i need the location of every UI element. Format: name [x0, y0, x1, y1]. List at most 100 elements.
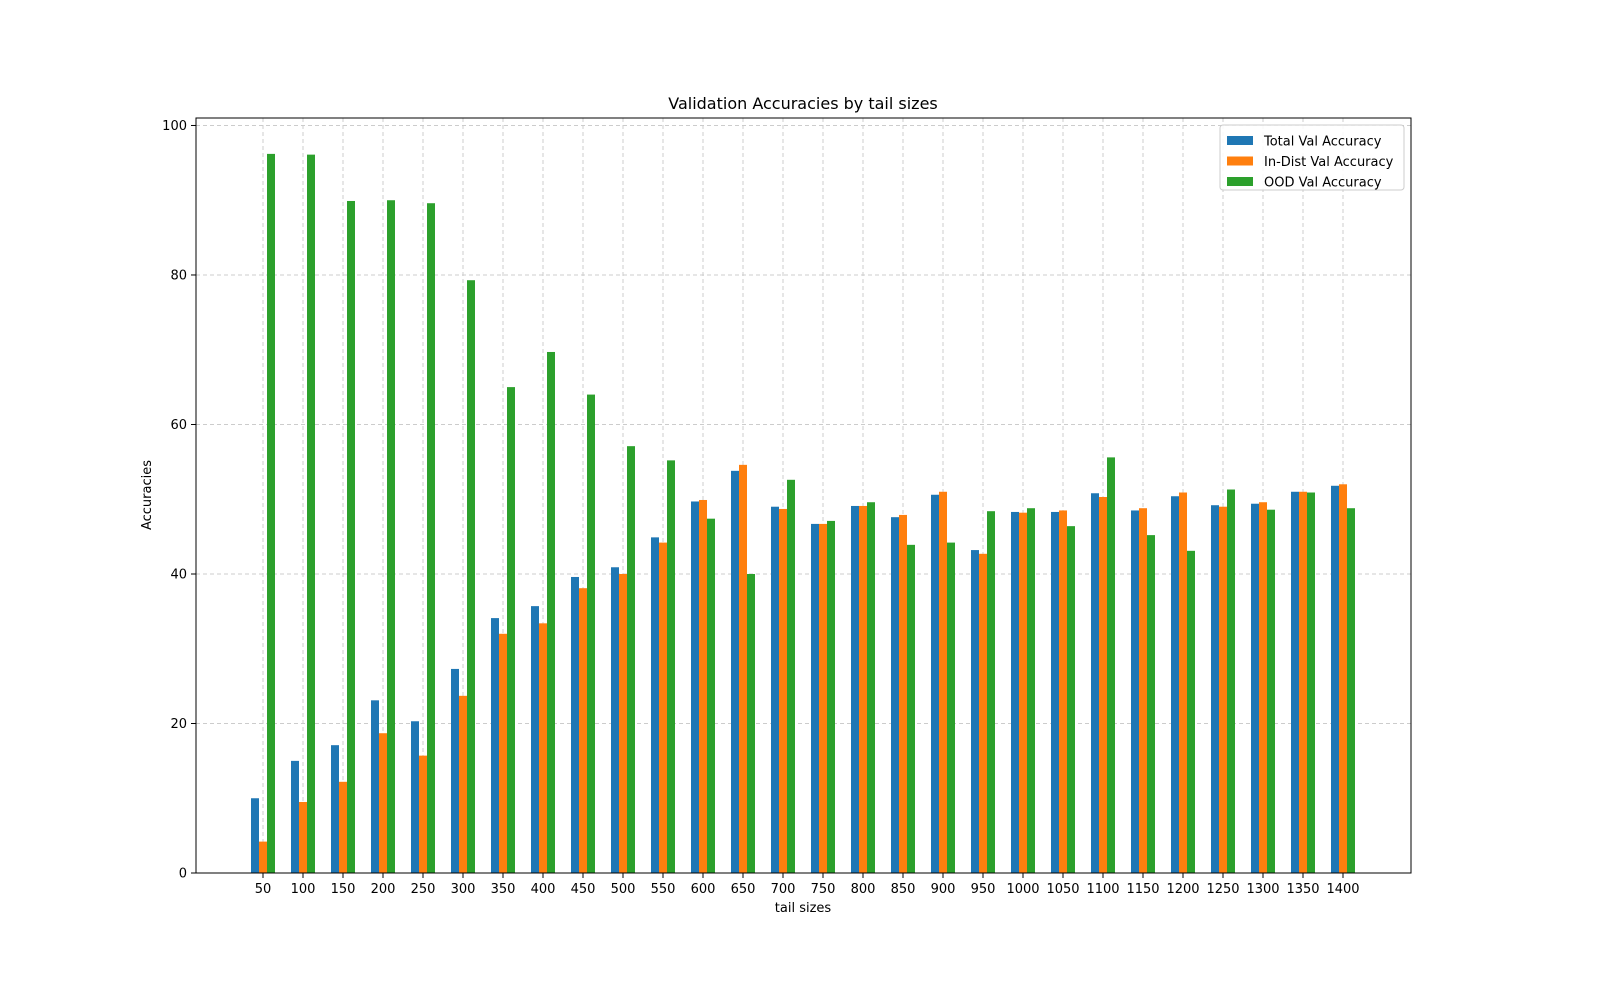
legend-label: In-Dist Val Accuracy: [1264, 155, 1394, 170]
x-tick-label: 1100: [1086, 882, 1119, 897]
x-tick-label: 650: [731, 882, 756, 897]
legend-swatch: [1227, 177, 1253, 186]
bar-in-dist-val-accuracy-200: [379, 733, 387, 873]
bar-total-val-accuracy-1050: [1051, 511, 1059, 873]
legend-label: Total Val Accuracy: [1263, 135, 1382, 150]
x-tick-label: 1200: [1166, 882, 1199, 897]
bar-total-val-accuracy-100: [291, 760, 299, 873]
bar-ood-val-accuracy-1300: [1267, 509, 1275, 873]
bar-ood-val-accuracy-700: [787, 479, 795, 873]
bar-ood-val-accuracy-800: [867, 502, 875, 873]
y-tick-label: 20: [170, 717, 187, 732]
bar-in-dist-val-accuracy-50: [259, 841, 267, 873]
x-tick-label: 100: [291, 882, 316, 897]
y-axis-label: Accuracies: [140, 460, 155, 530]
bar-total-val-accuracy-1200: [1171, 496, 1179, 873]
bar-ood-val-accuracy-550: [667, 460, 675, 873]
bar-total-val-accuracy-50: [251, 798, 259, 873]
bar-total-val-accuracy-600: [691, 501, 699, 873]
y-tick-label: 100: [162, 119, 187, 134]
x-tick-label: 350: [491, 882, 516, 897]
bar-in-dist-val-accuracy-1000: [1019, 512, 1027, 873]
x-axis-label: tail sizes: [775, 901, 832, 916]
bar-ood-val-accuracy-350: [507, 387, 515, 873]
bar-ood-val-accuracy-1000: [1027, 508, 1035, 873]
bar-ood-val-accuracy-1200: [1187, 550, 1195, 873]
bar-total-val-accuracy-400: [531, 606, 539, 873]
bar-ood-val-accuracy-250: [427, 203, 435, 873]
bar-in-dist-val-accuracy-450: [579, 588, 587, 873]
x-tick-label: 1400: [1326, 882, 1359, 897]
bar-in-dist-val-accuracy-150: [339, 781, 347, 873]
bar-ood-val-accuracy-400: [547, 351, 555, 874]
bar-ood-val-accuracy-100: [307, 154, 315, 873]
bar-ood-val-accuracy-950: [987, 511, 995, 873]
chart-title: Validation Accuracies by tail sizes: [668, 94, 938, 113]
y-tick-label: 0: [179, 867, 187, 882]
bar-total-val-accuracy-450: [571, 576, 579, 873]
bar-total-val-accuracy-1400: [1331, 485, 1339, 873]
bar-ood-val-accuracy-300: [467, 280, 475, 873]
x-tick-label: 850: [891, 882, 916, 897]
bar-in-dist-val-accuracy-1150: [1139, 508, 1147, 873]
bar-ood-val-accuracy-1100: [1107, 457, 1115, 873]
bars: [251, 153, 1355, 874]
bar-ood-val-accuracy-150: [347, 200, 355, 874]
bar-total-val-accuracy-650: [731, 470, 739, 873]
x-tick-label: 50: [255, 882, 272, 897]
x-tick-label: 400: [531, 882, 556, 897]
bar-total-val-accuracy-150: [331, 745, 339, 873]
bar-in-dist-val-accuracy-350: [499, 633, 507, 873]
bar-total-val-accuracy-700: [771, 506, 779, 873]
bar-total-val-accuracy-300: [451, 668, 459, 873]
x-tick-label: 750: [811, 882, 836, 897]
bar-total-val-accuracy-1000: [1011, 511, 1019, 873]
y-tick-label: 60: [170, 418, 187, 433]
bar-in-dist-val-accuracy-600: [699, 499, 707, 873]
bar-ood-val-accuracy-750: [827, 520, 835, 873]
bar-total-val-accuracy-950: [971, 550, 979, 873]
x-tick-label: 800: [851, 882, 876, 897]
bar-ood-val-accuracy-1350: [1307, 492, 1315, 873]
x-tick-label: 700: [771, 882, 796, 897]
legend: Total Val Accuracy In-Dist Val Accuracy OO…: [1219, 124, 1405, 191]
bar-ood-val-accuracy-450: [587, 394, 595, 873]
bar-ood-val-accuracy-1050: [1067, 526, 1075, 873]
bar-in-dist-val-accuracy-1100: [1099, 496, 1107, 873]
bar-in-dist-val-accuracy-850: [899, 514, 907, 873]
x-tick-label: 1300: [1246, 882, 1279, 897]
bar-in-dist-val-accuracy-300: [459, 695, 467, 873]
bar-in-dist-val-accuracy-950: [979, 553, 987, 873]
x-tick-label: 1350: [1286, 882, 1319, 897]
bar-in-dist-val-accuracy-100: [299, 801, 307, 873]
bar-ood-val-accuracy-600: [707, 518, 715, 873]
bar-total-val-accuracy-750: [811, 523, 819, 873]
x-tick-label: 550: [651, 882, 676, 897]
bar-in-dist-val-accuracy-250: [419, 755, 427, 873]
bar-ood-val-accuracy-500: [627, 446, 635, 873]
bar-ood-val-accuracy-900: [947, 542, 955, 873]
y-axis: 0 20 40 60 80 100: [162, 119, 196, 882]
legend-label: OOD Val Accuracy: [1264, 176, 1382, 191]
x-tick-label: 150: [331, 882, 356, 897]
bar-ood-val-accuracy-1400: [1347, 508, 1355, 873]
bar-total-val-accuracy-550: [651, 537, 659, 873]
bar-ood-val-accuracy-650: [747, 573, 755, 873]
legend-swatch: [1227, 156, 1253, 166]
bar-in-dist-val-accuracy-1250: [1219, 506, 1227, 873]
x-tick-label: 250: [411, 882, 436, 897]
bar-in-dist-val-accuracy-400: [539, 623, 547, 873]
bar-in-dist-val-accuracy-800: [859, 505, 867, 873]
x-tick-label: 1050: [1046, 882, 1079, 897]
bar-total-val-accuracy-1150: [1131, 510, 1139, 873]
bar-ood-val-accuracy-200: [387, 200, 395, 873]
bar-in-dist-val-accuracy-1200: [1179, 492, 1187, 873]
legend-swatch: [1227, 136, 1253, 145]
bar-ood-val-accuracy-50: [267, 153, 275, 873]
bar-total-val-accuracy-800: [851, 505, 859, 873]
x-tick-label: 1000: [1006, 882, 1039, 897]
bar-in-dist-val-accuracy-750: [819, 523, 827, 873]
x-tick-label: 500: [611, 882, 636, 897]
bar-ood-val-accuracy-850: [907, 544, 915, 873]
